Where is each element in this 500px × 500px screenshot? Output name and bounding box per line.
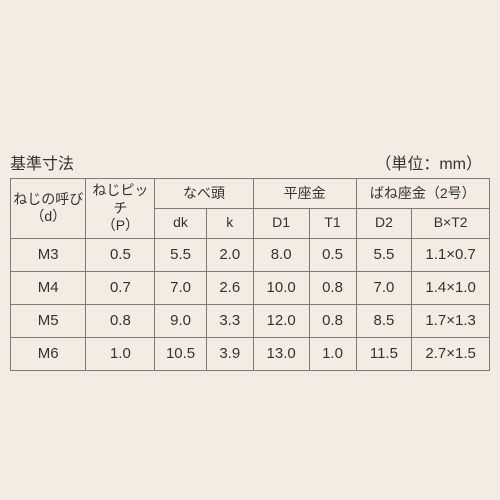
- cell-bt2: 1.7×1.3: [412, 304, 490, 337]
- cell-k: 2.6: [206, 271, 253, 304]
- title-row: 基準寸法 （単位：mm）: [0, 150, 500, 178]
- th-d-line2: （d）: [30, 208, 66, 224]
- cell-dk: 10.5: [155, 337, 206, 370]
- cell-p: 0.7: [86, 271, 155, 304]
- th-d: ねじの呼び （d）: [11, 179, 86, 239]
- cell-dk: 5.5: [155, 238, 206, 271]
- cell-dk: 9.0: [155, 304, 206, 337]
- cell-p: 0.5: [86, 238, 155, 271]
- cell-d2: 8.5: [356, 304, 412, 337]
- cell-p: 0.8: [86, 304, 155, 337]
- cell-dk: 7.0: [155, 271, 206, 304]
- page: 基準寸法 （単位：mm） ねじの呼び （d） ねじピッチ （P） なべ頭 平座金…: [0, 0, 500, 500]
- th-d2: D2: [356, 208, 412, 238]
- cell-d1: 10.0: [253, 271, 309, 304]
- cell-d1: 13.0: [253, 337, 309, 370]
- cell-d: M6: [11, 337, 86, 370]
- cell-d2: 5.5: [356, 238, 412, 271]
- cell-k: 2.0: [206, 238, 253, 271]
- th-group-bane: ばね座金（2号）: [356, 179, 489, 209]
- cell-p: 1.0: [86, 337, 155, 370]
- th-k: k: [206, 208, 253, 238]
- cell-t1: 0.5: [309, 238, 356, 271]
- cell-d: M3: [11, 238, 86, 271]
- th-group-hira: 平座金: [253, 179, 356, 209]
- cell-d2: 7.0: [356, 271, 412, 304]
- cell-bt2: 1.4×1.0: [412, 271, 490, 304]
- cell-bt2: 1.1×0.7: [412, 238, 490, 271]
- cell-t1: 0.8: [309, 304, 356, 337]
- table-title: 基準寸法: [10, 150, 74, 174]
- spec-table: ねじの呼び （d） ねじピッチ （P） なべ頭 平座金 ばね座金（2号） dk …: [10, 178, 490, 371]
- cell-k: 3.3: [206, 304, 253, 337]
- cell-d1: 12.0: [253, 304, 309, 337]
- th-p: ねじピッチ （P）: [86, 179, 155, 239]
- cell-d1: 8.0: [253, 238, 309, 271]
- unit-label: （単位：mm）: [375, 150, 482, 174]
- cell-d2: 11.5: [356, 337, 412, 370]
- cell-k: 3.9: [206, 337, 253, 370]
- th-t1: T1: [309, 208, 356, 238]
- cell-t1: 0.8: [309, 271, 356, 304]
- th-d1: D1: [253, 208, 309, 238]
- table-row: M3 0.5 5.5 2.0 8.0 0.5 5.5 1.1×0.7: [11, 238, 490, 271]
- th-p-line1: ねじピッチ: [92, 182, 148, 216]
- th-p-line2: （P）: [102, 217, 139, 233]
- cell-d: M5: [11, 304, 86, 337]
- cell-bt2: 2.7×1.5: [412, 337, 490, 370]
- th-d-line1: ねじの呼び: [13, 191, 83, 207]
- table-row: M4 0.7 7.0 2.6 10.0 0.8 7.0 1.4×1.0: [11, 271, 490, 304]
- th-dk: dk: [155, 208, 206, 238]
- cell-t1: 1.0: [309, 337, 356, 370]
- th-bt2: B×T2: [412, 208, 490, 238]
- th-group-nabe: なべ頭: [155, 179, 253, 209]
- cell-d: M4: [11, 271, 86, 304]
- table-row: M6 1.0 10.5 3.9 13.0 1.0 11.5 2.7×1.5: [11, 337, 490, 370]
- table-row: M5 0.8 9.0 3.3 12.0 0.8 8.5 1.7×1.3: [11, 304, 490, 337]
